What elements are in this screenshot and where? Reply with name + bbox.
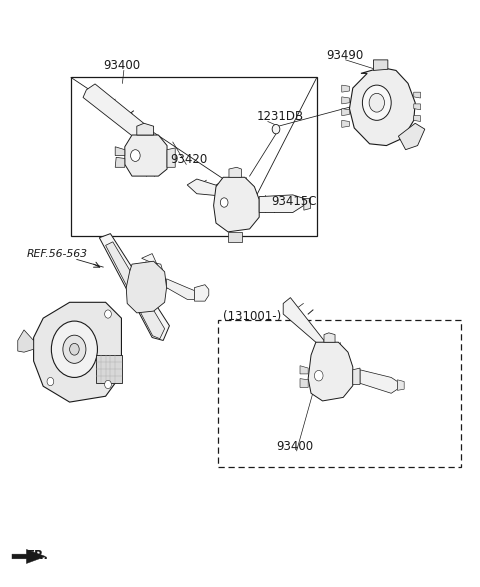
Polygon shape xyxy=(187,179,228,197)
Polygon shape xyxy=(106,242,165,339)
Polygon shape xyxy=(125,135,167,176)
Circle shape xyxy=(131,150,140,161)
Circle shape xyxy=(369,93,384,112)
Polygon shape xyxy=(34,302,121,402)
Polygon shape xyxy=(115,147,125,156)
Text: 93415C: 93415C xyxy=(271,195,317,208)
Text: 93400: 93400 xyxy=(276,440,313,453)
Polygon shape xyxy=(414,104,420,110)
Polygon shape xyxy=(12,549,46,564)
Text: (131001-): (131001-) xyxy=(223,310,281,323)
Polygon shape xyxy=(167,279,194,299)
Circle shape xyxy=(272,124,280,134)
Circle shape xyxy=(47,377,54,386)
Polygon shape xyxy=(342,85,349,92)
Polygon shape xyxy=(137,123,154,135)
Polygon shape xyxy=(283,298,324,349)
Polygon shape xyxy=(342,109,349,116)
Polygon shape xyxy=(353,368,360,384)
Polygon shape xyxy=(18,330,34,352)
Polygon shape xyxy=(342,120,349,127)
Text: 1231DB: 1231DB xyxy=(257,110,304,123)
Polygon shape xyxy=(99,234,169,340)
Polygon shape xyxy=(304,198,311,210)
Circle shape xyxy=(70,343,79,355)
Polygon shape xyxy=(142,254,168,289)
Polygon shape xyxy=(414,92,420,98)
Polygon shape xyxy=(300,366,308,374)
Polygon shape xyxy=(324,333,335,342)
Polygon shape xyxy=(397,380,404,390)
Polygon shape xyxy=(228,232,242,242)
Bar xyxy=(96,355,122,383)
Text: 93490: 93490 xyxy=(326,49,364,62)
Circle shape xyxy=(105,310,111,318)
Text: FR.: FR. xyxy=(26,549,48,562)
Polygon shape xyxy=(349,68,415,146)
Polygon shape xyxy=(308,342,353,401)
Polygon shape xyxy=(373,60,388,70)
Polygon shape xyxy=(398,123,425,150)
Polygon shape xyxy=(115,157,125,167)
Polygon shape xyxy=(126,261,167,313)
Polygon shape xyxy=(342,97,349,104)
Polygon shape xyxy=(229,167,241,177)
Polygon shape xyxy=(167,148,175,167)
Circle shape xyxy=(105,380,111,389)
Bar xyxy=(218,320,461,467)
Polygon shape xyxy=(259,195,304,212)
Polygon shape xyxy=(414,116,420,122)
Circle shape xyxy=(362,85,391,120)
Polygon shape xyxy=(360,370,397,393)
Text: 93420: 93420 xyxy=(170,153,208,166)
Circle shape xyxy=(314,370,323,381)
Circle shape xyxy=(51,321,97,377)
Polygon shape xyxy=(83,84,151,143)
Text: REF.56-563: REF.56-563 xyxy=(26,249,87,259)
Polygon shape xyxy=(300,379,308,387)
Circle shape xyxy=(63,335,86,363)
Text: 93400: 93400 xyxy=(103,59,140,72)
Polygon shape xyxy=(214,177,259,232)
Polygon shape xyxy=(194,285,209,301)
Circle shape xyxy=(220,198,228,207)
